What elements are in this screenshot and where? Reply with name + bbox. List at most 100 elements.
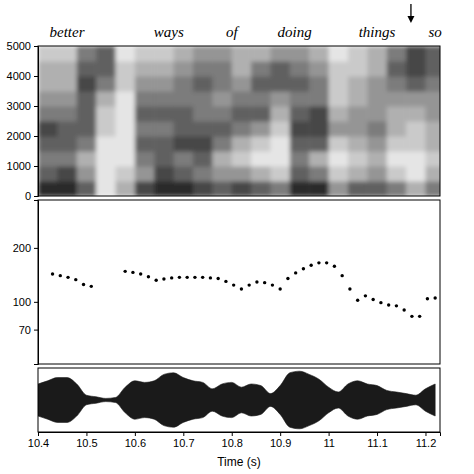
tick-mark: [34, 302, 38, 303]
tick-mark: [232, 432, 233, 436]
cell: [38, 106, 58, 122]
tick-mark: [135, 432, 136, 436]
cell: [251, 181, 271, 196]
cell: [38, 61, 58, 77]
cell: [232, 166, 252, 182]
cell: [367, 61, 387, 77]
cell: [57, 76, 77, 92]
pitch-point: [255, 280, 258, 283]
cell: [174, 181, 194, 196]
tick: 2000: [7, 130, 38, 142]
tick-mark: [34, 196, 38, 197]
cell: [174, 151, 194, 167]
waveform: [38, 371, 435, 429]
cell: [77, 61, 97, 77]
cell: [193, 121, 213, 137]
cell: [387, 76, 407, 92]
cell: [367, 91, 387, 107]
cell: [77, 121, 97, 137]
pitch-point: [82, 283, 85, 286]
cell: [57, 136, 77, 152]
cell: [251, 136, 271, 152]
cell: [387, 46, 407, 62]
cell: [425, 166, 440, 182]
cell: [290, 136, 310, 152]
cell: [115, 61, 135, 77]
cell: [193, 181, 213, 196]
cell: [135, 151, 155, 167]
cell: [212, 91, 232, 107]
cell: [270, 181, 290, 196]
cell: [406, 46, 426, 62]
cell: [154, 166, 174, 182]
tick-mark: [377, 432, 378, 436]
tick-mark: [38, 432, 39, 436]
cell: [96, 181, 116, 196]
cell: [387, 166, 407, 182]
cell: [212, 106, 232, 122]
cell: [425, 61, 440, 77]
cell: [251, 61, 271, 77]
cell: [135, 136, 155, 152]
cell: [174, 46, 194, 62]
pitch-point: [379, 301, 382, 304]
cell: [309, 76, 329, 92]
cell: [154, 91, 174, 107]
cell: [232, 136, 252, 152]
cell: [96, 121, 116, 137]
panel-heatmap: 010002000300040005000betterwaysofdoingth…: [7, 4, 446, 202]
plot-area: [38, 46, 440, 196]
pitch-point: [154, 279, 157, 282]
tick: 100: [13, 296, 38, 308]
cell: [193, 166, 213, 182]
cell: [270, 46, 290, 62]
cell: [212, 76, 232, 92]
tick-label: 11: [323, 437, 334, 449]
cell: [57, 61, 77, 77]
cell: [96, 46, 116, 62]
tick-label: 10.9: [270, 437, 291, 449]
cell: [367, 151, 387, 167]
cell: [96, 166, 116, 182]
cell: [387, 121, 407, 137]
cell: [232, 106, 252, 122]
cell: [367, 121, 387, 137]
cell: [270, 166, 290, 182]
cell: [329, 91, 349, 107]
cell: [329, 151, 349, 167]
cell: [57, 166, 77, 182]
pitch-point: [286, 277, 289, 280]
tick-mark: [183, 432, 184, 436]
pitch-point: [418, 315, 421, 318]
frame: [38, 368, 440, 432]
cell: [174, 166, 194, 182]
cell: [425, 91, 440, 107]
pitch-point: [201, 276, 204, 279]
pitch-point: [209, 276, 212, 279]
pitch-point: [402, 308, 405, 311]
cell: [406, 151, 426, 167]
cell: [406, 121, 426, 137]
cell: [38, 91, 58, 107]
cell: [425, 181, 440, 196]
plot-area: [51, 261, 437, 318]
cell: [251, 166, 271, 182]
word-label: better: [50, 24, 85, 40]
cell: [38, 181, 58, 196]
pitch-point: [309, 264, 312, 267]
pitch-point: [302, 267, 305, 270]
cell: [193, 46, 213, 62]
tick-mark: [34, 76, 38, 77]
cell: [367, 46, 387, 62]
tick-label: 100: [13, 296, 31, 308]
cell: [309, 91, 329, 107]
cell: [135, 76, 155, 92]
cell: [96, 61, 116, 77]
tick-mark: [34, 166, 38, 167]
cell: [232, 151, 252, 167]
cell: [135, 91, 155, 107]
cell: [174, 121, 194, 137]
word-label: ways: [154, 24, 184, 40]
cell: [270, 76, 290, 92]
tick: 10.5: [76, 432, 97, 449]
